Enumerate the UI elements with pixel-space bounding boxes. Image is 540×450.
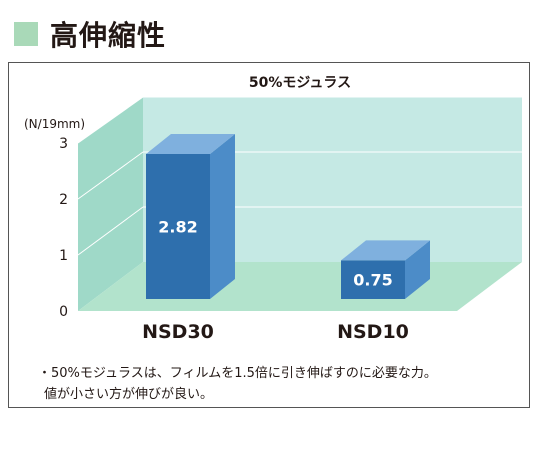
x-category-label: NSD30 (142, 321, 214, 343)
bar-front (146, 154, 210, 299)
y-axis-unit-label: (N/19mm) (24, 117, 85, 131)
footnote-line-1: ・50%モジュラスは、フィルムを1.5倍に引き伸ばすのに必要な力。 (38, 366, 437, 381)
x-category-label: NSD10 (337, 321, 409, 343)
header-accent-square (14, 22, 38, 46)
section-header: 高伸縮性 (14, 14, 166, 54)
y-tick-label: 3 (59, 136, 68, 152)
bar-top (341, 240, 430, 261)
left-wall-gridline (77, 96, 144, 144)
bar-value-label: 2.82 (158, 218, 197, 237)
chart-back-wall (143, 97, 522, 262)
left-wall-gridline (77, 151, 144, 200)
y-tick-label: 0 (59, 304, 68, 320)
left-wall-gridline (77, 206, 144, 256)
bar-top (146, 134, 235, 154)
chart-frame (8, 62, 530, 408)
section-title: 高伸縮性 (50, 19, 167, 52)
chart-title: 50%モジュラス (249, 75, 351, 91)
chart-floor (78, 262, 522, 311)
bar-front (341, 260, 405, 299)
footnote-line-2: 値が小さい方が伸びが良い。 (44, 387, 214, 402)
bar-value-label: 0.75 (353, 271, 392, 290)
y-tick-label: 2 (59, 192, 68, 208)
bar-side (405, 240, 430, 299)
y-tick-label: 1 (59, 248, 68, 264)
bar-side (210, 134, 235, 299)
chart-left-wall (78, 97, 143, 311)
